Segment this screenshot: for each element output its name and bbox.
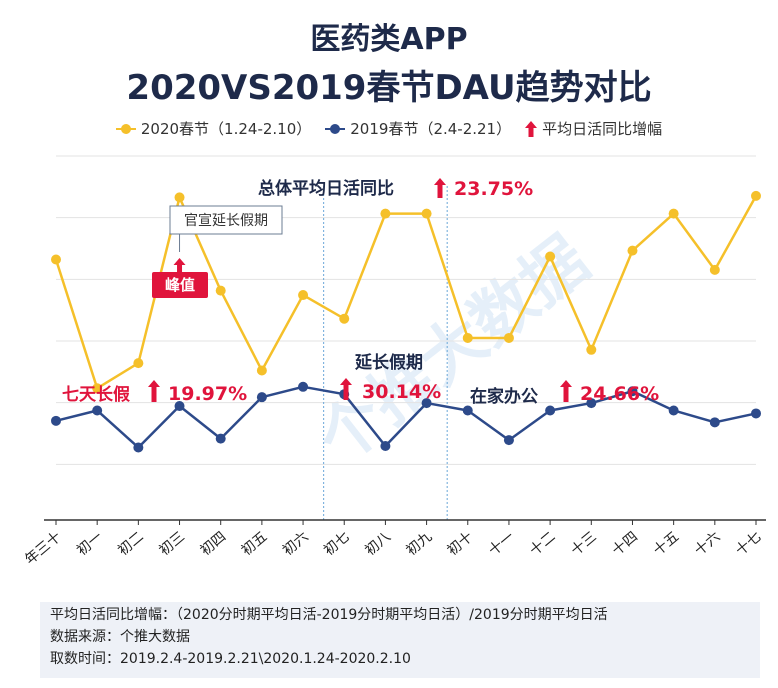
- series-2019-point: [51, 415, 61, 426]
- seven-day-value: 19.97%: [168, 383, 247, 405]
- callout-box: [169, 205, 283, 235]
- x-tick-label: 初四: [197, 528, 229, 559]
- callout-label: 官宣延长假期: [184, 213, 268, 229]
- footer-line-period: 取数时间：2019.2.4-2019.2.21\2020.1.24-2020.2…: [50, 651, 411, 667]
- series-2020-point: [668, 208, 679, 219]
- series-2019-line: [55, 385, 757, 449]
- up-arrow-icon: [525, 120, 538, 137]
- overall-growth-value: 23.75%: [454, 178, 533, 200]
- x-tick-label: 十六: [692, 529, 724, 559]
- series-2019-point: [751, 408, 761, 419]
- x-tick-label: 十二: [527, 529, 559, 559]
- x-tick-label: 十三: [568, 529, 600, 559]
- series-2019-point: [503, 435, 514, 446]
- legend: 2020春节（1.24-2.10） 2019春节（2.4-2.21） 平均日活同…: [0, 118, 778, 139]
- series-2020-point: [298, 290, 309, 301]
- home-office-label: 在家办公: [470, 386, 538, 407]
- series-2020-point: [421, 208, 432, 219]
- series-2020-point: [627, 245, 638, 256]
- legend-item-growth: 平均日活同比增幅: [525, 118, 662, 139]
- series-2019-point: [133, 442, 144, 453]
- series-2019-point: [256, 392, 267, 403]
- up-arrow-icon: [340, 378, 352, 400]
- legend-item-2020: 2020春节（1.24-2.10）: [115, 118, 312, 139]
- chart-title-line1: 医药类APP: [310, 22, 468, 57]
- x-tick-label: 初九: [403, 528, 435, 559]
- up-arrow-icon: [434, 178, 446, 198]
- x-tick-label: 十四: [609, 529, 641, 559]
- peak-label: 峰值: [165, 276, 195, 294]
- series-2019-point: [545, 405, 556, 416]
- legend-label-growth: 平均日活同比增幅: [542, 120, 663, 138]
- legend-label-2020: 2020春节（1.24-2.10）: [140, 120, 312, 138]
- series-2020-point: [503, 332, 514, 343]
- series-2019-point: [462, 405, 473, 416]
- series-2020-point: [256, 365, 267, 376]
- series-2019-point: [380, 441, 391, 451]
- x-tick-label: 十五: [650, 529, 682, 559]
- series-2020-point: [545, 251, 556, 262]
- home-office-value: 24.66%: [580, 383, 659, 405]
- x-tick-label: 初十: [444, 528, 476, 559]
- up-arrow-icon: [173, 258, 186, 276]
- series-2020-point: [380, 208, 391, 219]
- series-2019-point: [709, 417, 720, 428]
- x-tick-label: 初三: [156, 528, 188, 559]
- peak-badge: [152, 272, 208, 298]
- x-tick-label: 初五: [238, 528, 270, 559]
- legend-label-2019: 2019春节（2.4-2.21）: [350, 120, 512, 138]
- series-2019-point: [421, 398, 432, 409]
- series-2019-point: [215, 433, 226, 444]
- seven-day-label: 七天长假: [62, 384, 130, 405]
- line-chart: 年三十 初一 初二 初三 初四 初五 初六 初七 初八 初九 初十 十一 十二 十三 十四 十五 十六 十七 总体平…: [22, 155, 766, 568]
- x-tick-label: 十七: [733, 529, 765, 559]
- series-2019-point: [298, 381, 309, 392]
- legend-swatch-2019: [325, 123, 346, 134]
- series-2019-point: [668, 405, 679, 416]
- series-2020-point: [51, 254, 61, 265]
- x-tick-label: 初二: [115, 528, 147, 559]
- legend-item-2019: 2019春节（2.4-2.21）: [325, 118, 511, 139]
- extended-value: 30.14%: [362, 381, 441, 403]
- x-tick-label: 十一: [486, 529, 518, 559]
- series-2020-point: [174, 192, 185, 203]
- series-2019-point: [174, 401, 185, 412]
- x-tick-label: 初六: [279, 528, 311, 559]
- series-2020-point: [133, 358, 144, 369]
- legend-swatch-2020: [115, 123, 136, 134]
- series-2019-point: [627, 386, 638, 397]
- series-2020-point: [92, 383, 103, 394]
- series-2019-point: [586, 398, 597, 409]
- series-2019-point: [92, 405, 103, 416]
- footer-line-source: 数据来源：个推大数据: [50, 629, 190, 645]
- x-tick-label: 初七: [320, 528, 352, 559]
- footer-line-formula: 平均日活同比增幅：（2020分时期平均日活-2019分时期平均日活）/2019分…: [50, 607, 608, 623]
- series-2020-point: [709, 264, 720, 275]
- series-2020-point: [215, 285, 226, 296]
- extended-label: 延长假期: [354, 352, 423, 373]
- x-tick-label: 初八: [362, 528, 394, 559]
- x-tick-label: 初一: [73, 528, 105, 559]
- chart-title-line2: 2020VS2019春节DAU趋势对比: [126, 68, 652, 108]
- footer-notes: 平均日活同比增幅：（2020分时期平均日活-2019分时期平均日活）/2019分…: [40, 602, 760, 678]
- up-arrow-icon: [560, 380, 572, 402]
- overall-growth-label: 总体平均日活同比: [258, 178, 394, 199]
- x-tick-label: 年三十: [22, 529, 64, 568]
- series-2020-point: [462, 332, 473, 343]
- series-2020-point: [586, 344, 597, 355]
- series-2020-point: [339, 313, 350, 324]
- up-arrow-icon: [148, 380, 160, 402]
- series-2020-point: [751, 190, 761, 201]
